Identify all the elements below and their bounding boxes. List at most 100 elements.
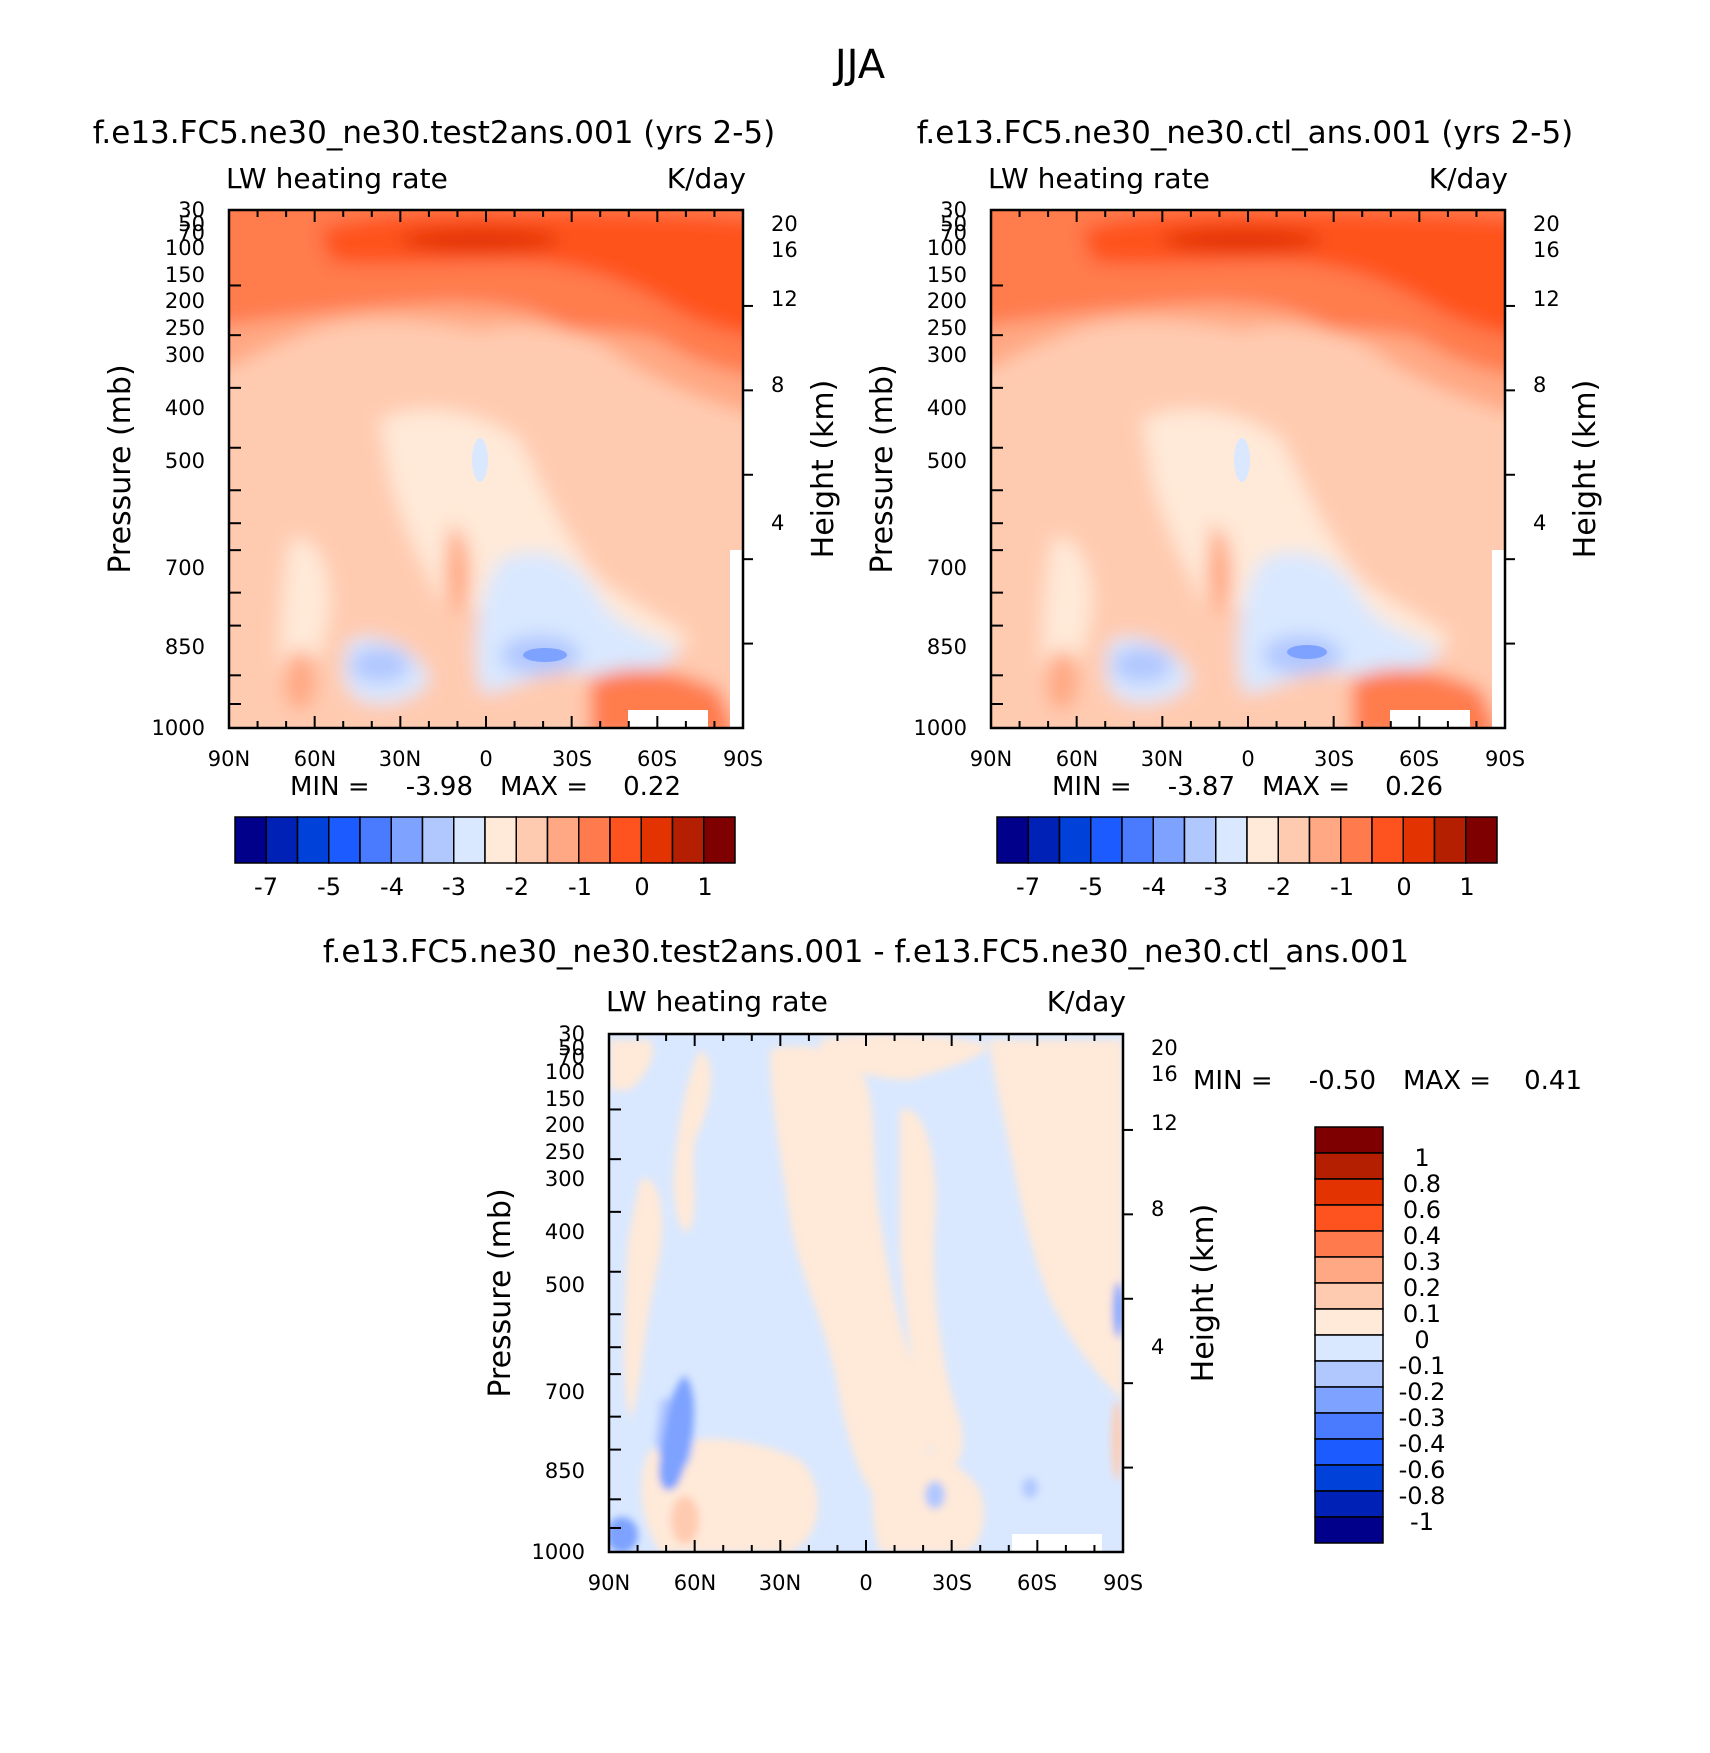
colorbar-label: -1 — [1330, 873, 1354, 901]
height-tick-8: 8 — [1151, 1197, 1164, 1221]
x-tick-90N: 90N — [208, 747, 250, 771]
max-value: 0.26 — [1385, 772, 1443, 802]
y-axis: 30 50 70 100 150 200 250 300 400 500 700… — [532, 1022, 585, 1564]
colorbar-swatch — [1314, 1438, 1384, 1466]
colorbar-swatch — [1308, 816, 1342, 864]
y-tick-400: 400 — [545, 1220, 585, 1244]
height-axis: 20 16 12 8 4 — [771, 212, 798, 535]
contour-field — [609, 1034, 1123, 1552]
colorbar-swatch — [515, 816, 549, 864]
variable-label: LW heating rate — [606, 985, 828, 1018]
colorbar-label: 0.2 — [1403, 1274, 1441, 1302]
colorbar-label: -4 — [380, 873, 404, 901]
colorbar-label: 0.1 — [1403, 1300, 1441, 1328]
colorbar-swatch — [1314, 1126, 1384, 1154]
min-value: -3.87 — [1168, 772, 1235, 802]
colorbar-swatch — [1090, 816, 1123, 864]
height-tick-16: 16 — [1151, 1062, 1178, 1086]
x-tick-60S: 60S — [1017, 1571, 1057, 1595]
min-label: MIN = — [290, 772, 370, 802]
x-tick-60N: 60N — [1056, 747, 1098, 771]
colorbar-swatch — [1314, 1308, 1384, 1336]
colorbar-label: 0.6 — [1403, 1196, 1441, 1224]
y-tick-100: 100 — [165, 236, 205, 260]
y-tick-70: 70 — [940, 221, 967, 245]
y-tick-300: 300 — [545, 1167, 585, 1191]
colorbar — [996, 816, 1498, 864]
y-axis-label: Pressure (mb) — [103, 364, 138, 573]
y-tick-200: 200 — [927, 289, 967, 313]
colorbar-swatch — [1314, 1386, 1384, 1414]
height-axis-label: Height (km) — [1186, 1204, 1221, 1383]
x-tick-30N: 30N — [379, 747, 421, 771]
colorbar-swatch — [1277, 816, 1311, 864]
y-axis-label: Pressure (mb) — [483, 1188, 518, 1397]
colorbar-swatch — [546, 816, 580, 864]
colorbar-swatch — [1402, 816, 1436, 864]
max-value: 0.22 — [623, 772, 681, 802]
height-tick-12: 12 — [1151, 1111, 1178, 1135]
colorbar-swatch — [1314, 1178, 1384, 1206]
y-tick-50: 50 — [940, 212, 967, 236]
colorbar-label: -3 — [1204, 873, 1228, 901]
min-label: MIN = — [1052, 772, 1132, 802]
x-tick-90N: 90N — [588, 1571, 630, 1595]
colorbar-label: 0 — [634, 873, 649, 901]
colorbar-swatch — [1058, 816, 1092, 864]
max-value: 0.41 — [1524, 1066, 1582, 1096]
colorbar-label: -0.1 — [1399, 1352, 1446, 1380]
y-tick-1000: 1000 — [532, 1540, 585, 1564]
x-tick-90S: 90S — [1485, 747, 1525, 771]
colorbar-swatch — [1314, 1230, 1384, 1258]
y-tick-250: 250 — [927, 316, 967, 340]
colorbar-label: 0.3 — [1403, 1248, 1441, 1276]
y-tick-850: 850 — [927, 635, 967, 659]
y-tick-50: 50 — [558, 1036, 585, 1060]
y-tick-70: 70 — [558, 1045, 585, 1069]
colorbar-swatch — [640, 816, 674, 864]
y-tick-850: 850 — [545, 1459, 585, 1483]
y-tick-150: 150 — [165, 263, 205, 287]
units-label: K/day — [1429, 162, 1508, 195]
colorbar-swatch — [1465, 816, 1498, 864]
y-tick-850: 850 — [165, 635, 205, 659]
colorbar-label: 0 — [1396, 873, 1411, 901]
height-tick-16: 16 — [1533, 238, 1560, 262]
axis-ticks — [228, 209, 1515, 1553]
height-tick-8: 8 — [771, 373, 784, 397]
colorbar-swatch — [996, 816, 1029, 864]
y-tick-700: 700 — [165, 556, 205, 580]
colorbar-swatch — [1121, 816, 1154, 864]
max-label: MAX = — [1403, 1066, 1491, 1096]
colorbar-label: -4 — [1142, 873, 1166, 901]
colorbar-label: 0.8 — [1403, 1170, 1441, 1198]
y-tick-150: 150 — [927, 263, 967, 287]
colorbar — [1314, 1126, 1384, 1544]
colorbar-swatch — [234, 816, 267, 864]
y-tick-100: 100 — [545, 1060, 585, 1084]
colorbar-label: -0.6 — [1399, 1456, 1446, 1484]
y-axis: 30 50 70 100 150 200 250 300 400 500 700… — [914, 198, 967, 740]
y-tick-300: 300 — [165, 343, 205, 367]
height-tick-12: 12 — [1533, 287, 1560, 311]
colorbar-swatch — [390, 816, 424, 864]
colorbar-swatch — [1314, 1490, 1384, 1518]
colorbar-swatch — [1340, 816, 1373, 864]
colorbar-swatch — [1314, 1204, 1384, 1232]
figure-title: JJA — [832, 42, 886, 88]
x-axis: 90N 60N 30N 0 30S 60S 90S — [970, 747, 1525, 771]
colorbar-label: -0.8 — [1399, 1482, 1446, 1510]
x-tick-90S: 90S — [723, 747, 763, 771]
x-tick-60N: 60N — [674, 1571, 716, 1595]
x-axis: 90N 60N 30N 0 30S 60S 90S — [588, 1571, 1143, 1595]
colorbar-label: 1 — [1414, 1144, 1429, 1172]
variable-label: LW heating rate — [226, 162, 448, 195]
y-tick-250: 250 — [545, 1140, 585, 1164]
panel-difference: f.e13.FC5.ne30_ne30.test2ans.001 - f.e13… — [323, 934, 1582, 1595]
x-tick-60N: 60N — [294, 747, 336, 771]
colorbar-swatch — [1314, 1152, 1384, 1180]
colorbar-labels: -7 -5 -4 -3 -2 -1 0 1 — [1016, 873, 1475, 901]
min-max: MIN = -3.98 MAX = 0.22 — [290, 772, 681, 802]
y-tick-500: 500 — [927, 449, 967, 473]
